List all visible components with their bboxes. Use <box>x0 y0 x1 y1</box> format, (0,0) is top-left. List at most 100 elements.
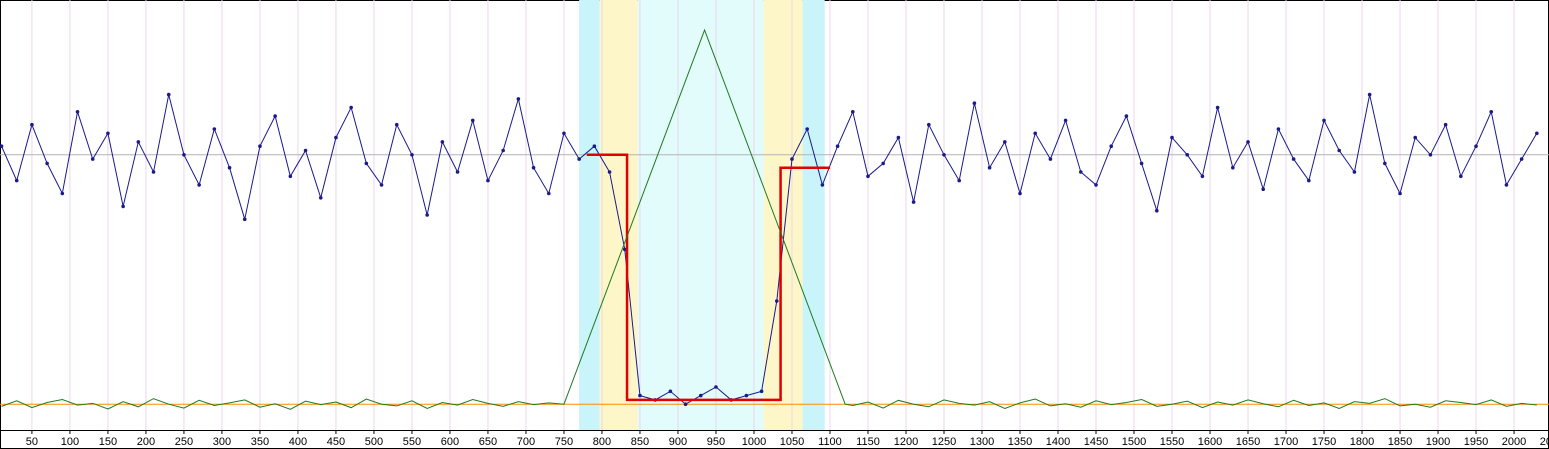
x-tick-label: 1900 <box>1426 436 1450 448</box>
data-point <box>1231 165 1235 170</box>
data-point <box>805 127 809 131</box>
data-point <box>75 110 80 114</box>
data-point <box>1246 140 1250 144</box>
x-tick-label: 1950 <box>1464 436 1488 448</box>
data-point <box>242 217 247 222</box>
data-point <box>1443 122 1448 127</box>
data-point <box>668 389 673 394</box>
data-point <box>1079 170 1083 174</box>
data-point <box>1535 131 1539 136</box>
data-point <box>90 157 95 161</box>
data-point <box>334 135 338 140</box>
series-line <box>1 94 1538 405</box>
data-point <box>212 127 217 131</box>
x-tick-label: 750 <box>555 436 573 448</box>
x-tick-label: 700 <box>517 436 535 448</box>
x-tick-label: 1450 <box>1084 436 1108 448</box>
data-point <box>121 204 125 209</box>
data-point <box>1352 170 1357 174</box>
data-point <box>410 153 414 157</box>
data-point <box>820 183 825 187</box>
x-tick-label: 1000 <box>742 436 766 448</box>
x-tick-label: 1350 <box>1008 436 1032 448</box>
x-tick-label: 2000 <box>1502 436 1526 448</box>
data-point <box>942 153 946 157</box>
data-point <box>30 122 34 127</box>
data-point <box>501 148 505 153</box>
x-tick-label: 300 <box>213 436 231 448</box>
x-tick-label: 1750 <box>1312 436 1336 448</box>
data-point <box>1048 157 1053 161</box>
data-point <box>1413 135 1418 140</box>
x-tick-label: 600 <box>441 436 459 448</box>
data-point <box>14 178 19 183</box>
x-tick-label: 500 <box>365 436 383 448</box>
data-point <box>714 385 718 389</box>
data-point <box>622 247 627 252</box>
data-point <box>607 170 612 174</box>
data-point <box>1474 144 1478 148</box>
data-point <box>1504 183 1509 187</box>
data-point <box>60 191 65 196</box>
data-point <box>1337 148 1342 153</box>
data-point <box>1459 174 1463 179</box>
data-point <box>425 213 429 217</box>
data-point <box>1018 191 1022 196</box>
data-point <box>926 122 931 127</box>
data-point <box>470 118 475 123</box>
x-tick-label: 1650 <box>1236 436 1260 448</box>
data-point <box>516 97 521 101</box>
data-point <box>562 131 566 136</box>
x-tick-label: 1100 <box>818 436 842 448</box>
data-point <box>1200 174 1205 179</box>
band <box>579 0 600 430</box>
x-tick-label: 1550 <box>1160 436 1184 448</box>
band <box>637 0 764 430</box>
x-tick-label: 250 <box>175 436 193 448</box>
x-tick-label: 2050 <box>1540 436 1549 448</box>
x-tick-label: 400 <box>289 436 307 448</box>
data-point <box>881 161 885 166</box>
data-point <box>1276 127 1281 131</box>
data-point <box>1124 114 1129 118</box>
data-point <box>1109 144 1114 148</box>
data-point <box>258 144 262 148</box>
x-tick-label: 450 <box>327 436 345 448</box>
data-point <box>151 170 156 174</box>
data-point <box>1489 110 1494 114</box>
data-point <box>546 191 551 196</box>
data-point <box>1002 140 1007 144</box>
data-point <box>379 183 384 187</box>
x-tick-label: 850 <box>631 436 649 448</box>
x-tick-label: 1050 <box>780 436 804 448</box>
data-point <box>364 161 369 166</box>
data-point <box>759 389 764 394</box>
x-tick-label: 1150 <box>856 436 880 448</box>
data-point <box>1261 187 1266 191</box>
x-tick-label: 1400 <box>1046 436 1070 448</box>
data-point <box>136 140 141 144</box>
series-line <box>586 153 830 402</box>
data-point <box>318 196 323 200</box>
data-point <box>531 165 536 170</box>
x-tick-label: 1850 <box>1388 436 1412 448</box>
data-point <box>486 178 490 183</box>
data-point <box>1291 157 1296 161</box>
data-point <box>1063 118 1068 123</box>
x-tick-label: 1250 <box>932 436 956 448</box>
data-point <box>1519 157 1524 161</box>
data-point <box>45 161 49 166</box>
data-point <box>440 140 445 144</box>
data-point <box>638 393 642 398</box>
data-point <box>455 170 460 174</box>
band <box>599 0 638 430</box>
data-point <box>774 299 779 303</box>
data-point <box>273 114 277 118</box>
data-point <box>106 131 110 136</box>
x-tick-label: 100 <box>61 436 79 448</box>
x-tick-label: 200 <box>137 436 155 448</box>
data-point <box>1398 191 1402 196</box>
data-point <box>987 165 992 170</box>
x-tick-label: 1600 <box>1198 436 1222 448</box>
